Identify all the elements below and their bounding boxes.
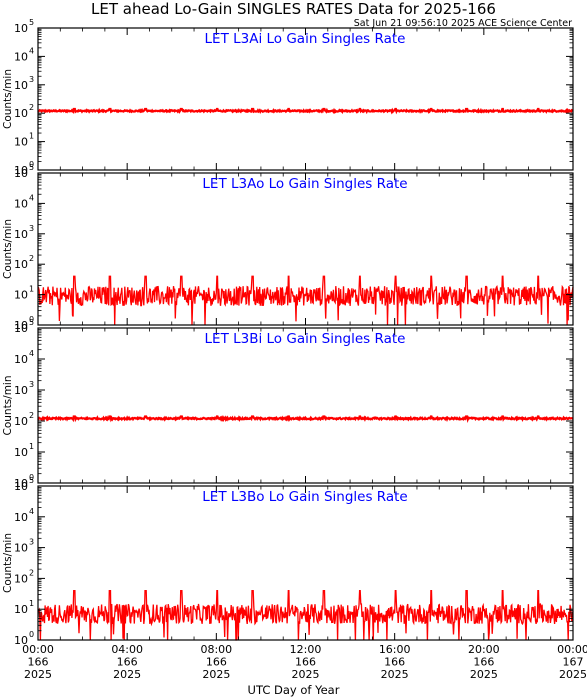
y-tick-exponent: 0 [29, 473, 34, 482]
y-tick-label: 10 [14, 107, 28, 120]
y-tick-exponent: 5 [29, 18, 34, 27]
y-tick-exponent: 2 [29, 103, 34, 112]
y-tick-exponent: 1 [29, 599, 34, 608]
y-tick-label: 10 [14, 167, 28, 180]
y-tick-label: 10 [14, 228, 28, 241]
x-tick-label: 2025 [470, 668, 498, 681]
y-tick-label: 10 [14, 22, 28, 35]
y-tick-exponent: 1 [29, 285, 34, 294]
series-line [37, 275, 574, 326]
x-tick-label: 166 [473, 656, 494, 669]
panel-frame [37, 172, 574, 326]
x-tick-label: 166 [206, 656, 227, 669]
y-tick-label: 10 [14, 258, 28, 271]
x-tick-label: 16:00 [379, 643, 411, 656]
y-tick-exponent: 3 [29, 538, 34, 547]
y-tick-label: 10 [14, 136, 28, 149]
y-tick-exponent: 1 [29, 132, 34, 141]
x-tick-label: 2025 [292, 668, 320, 681]
x-tick-label: 00:00 [22, 643, 54, 656]
y-tick-label: 10 [14, 446, 28, 459]
y-tick-label: 10 [14, 50, 28, 63]
y-tick-label: 10 [14, 319, 28, 332]
panel-title: LET L3Ao Lo Gain Singles Rate [202, 176, 407, 192]
y-tick-exponent: 4 [29, 507, 34, 516]
y-axis-label: Counts/min [2, 533, 14, 593]
y-tick-label: 10 [14, 289, 28, 302]
x-axis-label: UTC Day of Year [248, 683, 340, 697]
y-tick-label: 10 [14, 197, 28, 210]
y-tick-label: 10 [14, 79, 28, 92]
timestamp-label: Sat Jun 21 09:56:10 2025 ACE Science Cen… [354, 18, 572, 29]
y-axis-label: Counts/min [2, 219, 14, 279]
y-tick-label: 10 [14, 572, 28, 585]
y-tick-label: 10 [14, 480, 28, 493]
y-tick-label: 10 [14, 164, 28, 177]
y-tick-exponent: 2 [29, 568, 34, 577]
y-tick-label: 10 [14, 634, 28, 647]
panel-frame [37, 327, 574, 484]
y-tick-exponent: 3 [29, 380, 34, 389]
chart-title: LET ahead Lo-Gain SINGLES RATES Data for… [91, 0, 496, 18]
y-tick-label: 10 [14, 353, 28, 366]
x-tick-label: 2025 [113, 668, 141, 681]
y-tick-exponent: 2 [29, 411, 34, 420]
x-tick-label: 167 [563, 656, 584, 669]
y-tick-label: 10 [14, 415, 28, 428]
x-tick-label: 166 [295, 656, 316, 669]
y-tick-exponent: 0 [29, 315, 34, 324]
x-tick-label: 2025 [24, 668, 52, 681]
x-tick-label: 166 [117, 656, 138, 669]
y-tick-label: 10 [14, 322, 28, 335]
y-tick-exponent: 4 [29, 193, 34, 202]
y-tick-exponent: 5 [29, 163, 34, 172]
x-tick-label: 20:00 [468, 643, 500, 656]
y-tick-label: 10 [14, 603, 28, 616]
x-tick-label: 2025 [381, 668, 409, 681]
y-tick-exponent: 0 [29, 630, 34, 639]
y-tick-exponent: 4 [29, 46, 34, 55]
y-tick-label: 10 [14, 542, 28, 555]
y-tick-exponent: 3 [29, 224, 34, 233]
x-tick-label: 12:00 [290, 643, 322, 656]
y-tick-exponent: 1 [29, 442, 34, 451]
y-tick-exponent: 3 [29, 75, 34, 84]
series-line [37, 414, 574, 424]
panel-title: LET L3Bi Lo Gain Singles Rate [205, 331, 406, 347]
x-axis: 00:00166202504:00166202508:00166202512:0… [22, 643, 587, 681]
y-axis-label: Counts/min [2, 69, 14, 129]
x-tick-label: 00:00 [557, 643, 587, 656]
x-tick-label: 2025 [559, 668, 587, 681]
x-tick-label: 08:00 [200, 643, 232, 656]
y-tick-exponent: 5 [29, 476, 34, 485]
panel-frame [37, 27, 574, 171]
y-tick-exponent: 4 [29, 349, 34, 358]
x-tick-label: 166 [28, 656, 49, 669]
y-axis-label: Counts/min [2, 376, 14, 436]
panel-title: LET L3Ai Lo Gain Singles Rate [205, 31, 406, 47]
y-tick-label: 10 [14, 511, 28, 524]
x-tick-label: 2025 [202, 668, 230, 681]
panel-title: LET L3Bo Lo Gain Singles Rate [202, 489, 407, 505]
y-tick-exponent: 2 [29, 254, 34, 263]
series-line [37, 590, 574, 641]
y-tick-exponent: 0 [29, 160, 34, 169]
x-tick-label: 04:00 [111, 643, 143, 656]
series-line [37, 107, 574, 115]
x-tick-label: 166 [384, 656, 405, 669]
y-tick-exponent: 5 [29, 318, 34, 327]
y-tick-label: 10 [14, 384, 28, 397]
y-tick-label: 10 [14, 477, 28, 490]
